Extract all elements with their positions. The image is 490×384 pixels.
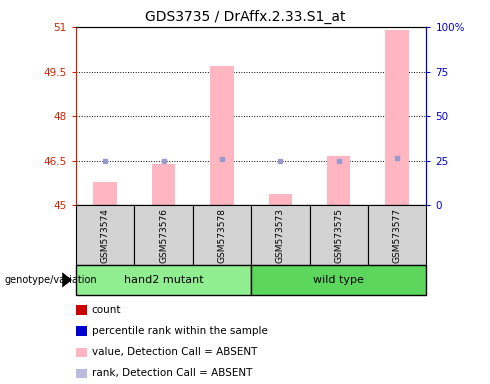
Text: value, Detection Call = ABSENT: value, Detection Call = ABSENT: [92, 347, 257, 357]
Text: GDS3735 / DrAffx.2.33.S1_at: GDS3735 / DrAffx.2.33.S1_at: [145, 10, 345, 24]
Bar: [134, 205, 193, 265]
Text: genotype/variation: genotype/variation: [5, 275, 98, 285]
Text: GSM573574: GSM573574: [100, 208, 110, 263]
Bar: [193, 205, 251, 265]
Bar: [251, 265, 426, 295]
Text: hand2 mutant: hand2 mutant: [123, 275, 203, 285]
Bar: [76, 205, 134, 265]
Bar: [94, 182, 117, 205]
Text: GSM573578: GSM573578: [218, 208, 226, 263]
Bar: [251, 205, 310, 265]
Text: wild type: wild type: [313, 275, 364, 285]
Text: rank, Detection Call = ABSENT: rank, Detection Call = ABSENT: [92, 368, 252, 378]
Bar: [76, 265, 251, 295]
Bar: [269, 194, 292, 205]
Bar: [210, 66, 234, 205]
Bar: [386, 30, 409, 205]
Text: GSM573576: GSM573576: [159, 208, 168, 263]
Bar: [368, 205, 426, 265]
Bar: [152, 164, 175, 205]
Polygon shape: [62, 272, 72, 288]
Bar: [327, 156, 350, 205]
Text: GSM573575: GSM573575: [334, 208, 343, 263]
Text: count: count: [92, 305, 121, 315]
Bar: [310, 205, 368, 265]
Text: percentile rank within the sample: percentile rank within the sample: [92, 326, 268, 336]
Text: GSM573573: GSM573573: [276, 208, 285, 263]
Text: GSM573577: GSM573577: [392, 208, 402, 263]
